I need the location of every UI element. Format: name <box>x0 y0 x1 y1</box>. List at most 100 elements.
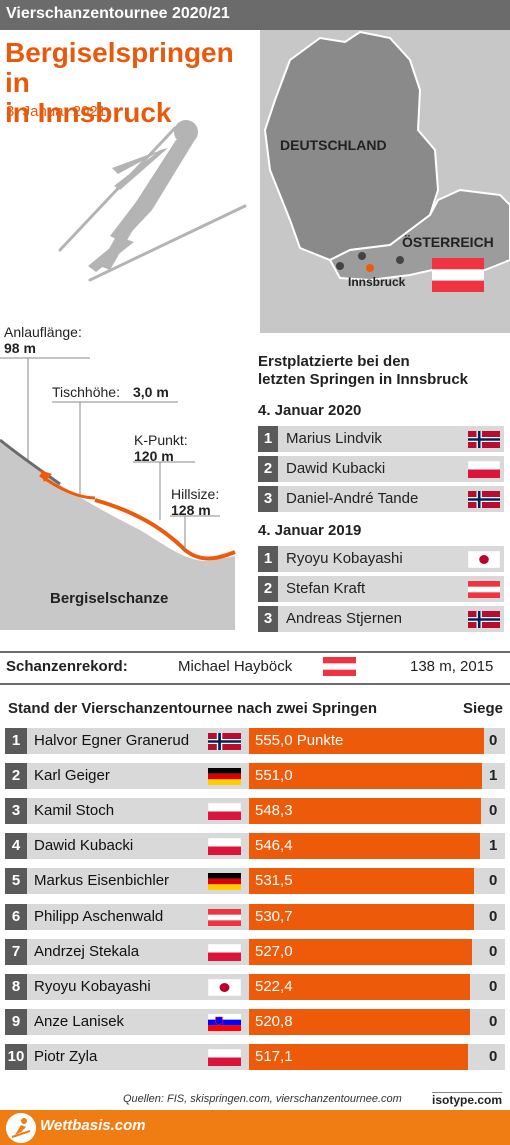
austria-flag-icon <box>323 657 356 676</box>
winners-title: Erstplatzierte bei den letzten Springen … <box>258 353 508 389</box>
record-divider-bottom <box>0 683 510 685</box>
standings-siege: 1 <box>489 767 498 785</box>
standings-row: 10 Piotr Zyla 517,1 0 <box>5 1043 505 1070</box>
standings-points: 522,4 <box>255 977 293 995</box>
standings-row: 7 Andrzej Stekala 527,0 0 <box>5 938 505 965</box>
austria-shape <box>328 188 510 282</box>
hillsize-label: Hillsize: <box>171 486 220 502</box>
norway-flag-icon <box>208 733 241 750</box>
winner-row: 3 Daniel-André Tande <box>258 486 504 512</box>
standings-rank: 4 <box>5 833 27 860</box>
standings-siege: 0 <box>489 977 498 995</box>
standings-bar <box>249 728 484 754</box>
standings-points: 531,5 <box>255 872 293 890</box>
standings-bar <box>249 763 483 790</box>
winner-rank: 3 <box>258 606 278 632</box>
event-title: Bergiselspringen in in Innsbruck <box>5 38 255 128</box>
winner-name: Daniel-André Tande <box>286 490 419 507</box>
hill-landing <box>94 498 236 561</box>
siege-header: Siege <box>463 700 504 717</box>
standings-siege: 0 <box>489 942 498 960</box>
standings-title: Stand der Vierschanzentournee nach zwei … <box>8 700 377 717</box>
record-holder: Michael Hayböck <box>178 658 293 675</box>
footer-bar: Wettbasis.com <box>0 1110 510 1145</box>
record-label: Schanzenrekord: <box>6 658 128 675</box>
standings-rank: 3 <box>5 798 27 825</box>
germany-flag-icon <box>208 768 241 786</box>
anlauf-value: 98 m <box>4 340 36 356</box>
winner-name: Ryoyu Kobayashi <box>286 550 403 567</box>
norway-flag-icon <box>468 491 500 508</box>
tisch-label: Tischhöhe: <box>52 384 120 400</box>
norway-flag-icon <box>468 611 500 628</box>
standings-name: Dawid Kubacki <box>34 837 134 855</box>
standings-row: 4 Dawid Kubacki 546,4 1 <box>5 833 505 860</box>
skier-logo-icon <box>6 1113 36 1143</box>
standings-name: Andrzej Stekala <box>34 942 140 960</box>
winner-row: 2 Stefan Kraft <box>258 576 504 602</box>
location-map: DEUTSCHLAND ÖSTERREICH Innsbruck <box>260 30 510 333</box>
standings-points: 546,4 <box>255 837 293 855</box>
standings-bar <box>249 798 482 825</box>
standings-bar <box>249 1008 470 1035</box>
japan-flag-icon <box>468 551 500 568</box>
japan-flag-icon <box>208 978 241 996</box>
header-bar: Vierschanzentournee 2020/21 <box>0 0 510 30</box>
brand-name: Wettbasis.com <box>40 1117 146 1134</box>
event-date: 3. Januar 2021 <box>6 103 107 120</box>
winner-rank: 1 <box>258 426 278 452</box>
standings-rank: 10 <box>5 1043 27 1070</box>
winner-row: 1 Marius Lindvik <box>258 426 504 452</box>
map-dot-1 <box>336 262 344 270</box>
standings-bar <box>249 868 475 895</box>
standings-rank: 5 <box>5 868 27 895</box>
standings-name: Philipp Aschenwald <box>34 907 164 925</box>
hillsize-value: 128 m <box>171 502 211 518</box>
standings-row: 5 Markus Eisenbichler 531,5 0 <box>5 868 505 895</box>
germany-flag-icon <box>208 873 241 891</box>
credit: isotype.com <box>432 1092 503 1107</box>
record-divider-top <box>0 651 510 653</box>
standings-row: 1 Halvor Egner Granerud 555,0 Punkte 0 <box>5 728 505 754</box>
poland-flag-icon <box>208 803 241 821</box>
standings-siege: 0 <box>489 802 498 820</box>
standings-rank: 9 <box>5 1008 27 1035</box>
record-value: 138 m, 2015 <box>410 658 494 675</box>
winners-date: 4. Januar 2019 <box>258 522 362 539</box>
winner-rank: 2 <box>258 576 278 602</box>
map-dot-innsbruck <box>366 264 374 272</box>
anlauf-label: Anlauflänge: <box>4 324 82 340</box>
standings-rank: 1 <box>5 728 27 754</box>
standings-row: 2 Karl Geiger 551,0 1 <box>5 763 505 790</box>
standings-points: 517,1 <box>255 1047 293 1065</box>
map-label-austria: ÖSTERREICH <box>402 234 494 250</box>
winners-title-line2: letzten Springen in Innsbruck <box>258 371 469 388</box>
standings-name: Markus Eisenbichler <box>34 872 170 890</box>
standings-row: 3 Kamil Stoch 548,3 0 <box>5 798 505 825</box>
winner-name: Dawid Kubacki <box>286 460 386 477</box>
hill-name: Bergiselschanze <box>50 590 169 607</box>
standings-siege: 0 <box>489 872 498 890</box>
standings-points: 555,0 Punkte <box>255 732 344 749</box>
standings-points: 548,3 <box>255 802 293 820</box>
standings-siege: 0 <box>489 732 498 749</box>
standings-name: Halvor Egner Granerud <box>34 732 190 749</box>
tisch-value: 3,0 m <box>133 384 169 400</box>
map-dot-2 <box>358 252 366 260</box>
standings-name: Anze Lanisek <box>34 1012 125 1030</box>
standings-rank: 6 <box>5 903 27 930</box>
standings-name: Karl Geiger <box>34 767 110 785</box>
winners-date: 4. Januar 2020 <box>258 402 362 419</box>
standings-row: 8 Ryoyu Kobayashi 522,4 0 <box>5 973 505 1000</box>
standings-name: Kamil Stoch <box>34 802 115 820</box>
winner-rank: 1 <box>258 546 278 572</box>
sources: Quellen: FIS, skispringen.com, vierschan… <box>123 1093 402 1105</box>
inrun-arrow-icon <box>40 470 52 482</box>
ski-jumper-illustration <box>58 120 247 282</box>
poland-flag-icon <box>468 461 500 478</box>
winner-row: 2 Dawid Kubacki <box>258 456 504 482</box>
series-title: Vierschanzentournee 2020/21 <box>6 5 230 22</box>
kpunkt-value: 120 m <box>134 448 174 464</box>
winner-name: Marius Lindvik <box>286 430 382 447</box>
standings-bar <box>249 1043 468 1070</box>
